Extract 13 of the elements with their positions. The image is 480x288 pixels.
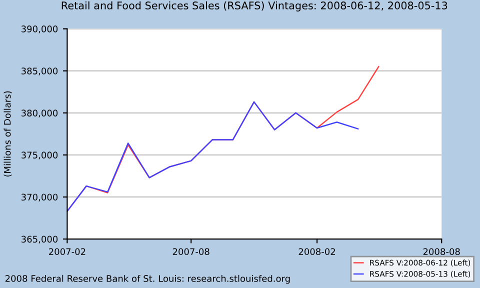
x-tick-label: 2008-02 [298,248,335,256]
x-tick-label: 2007-08 [172,248,210,256]
y-tick-label: 370,000 [22,194,58,202]
y-tick-label: 385,000 [22,68,58,76]
chart-title: Retail and Food Services Sales (RSAFS) Vintages: 2008-06-12, 2008-05-13 [62,1,448,12]
y-axis-title: (Millions of Dollars) [4,91,12,176]
x-tick-label: 2007-02 [49,248,86,256]
x-tick-label: 2008-08 [423,248,460,256]
y-tick-label: 390,000 [22,26,58,34]
y-tick-label: 375,000 [22,152,58,160]
y-tick-label: 380,000 [22,110,58,118]
text: 2008 Federal Reserve Bank of St. Louis: research.stlouisfed.org [5,274,290,284]
y-tick-label: 365,000 [22,236,58,244]
